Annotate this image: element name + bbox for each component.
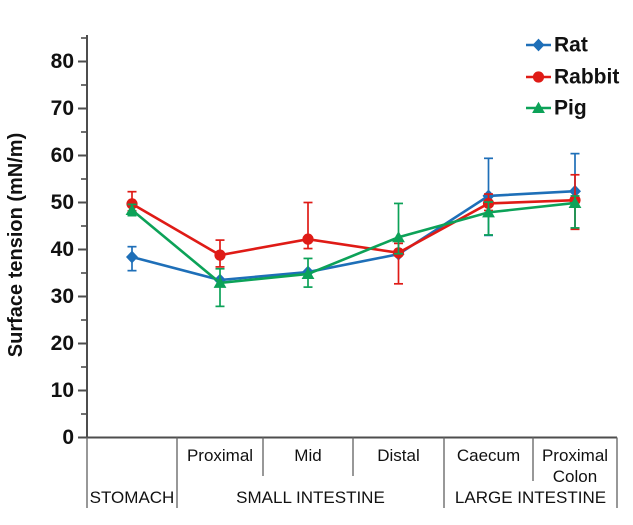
x-axis-region-label: Colon (553, 467, 597, 486)
y-axis: 0 10 20 30 40 50 60 70 80 Surface tension (mN/m) (5, 35, 88, 449)
data-point-marker (532, 38, 545, 52)
x-axis-region-label: Distal (377, 446, 420, 465)
data-point-marker (532, 71, 545, 83)
data-point-marker (301, 267, 315, 279)
series-line (131, 201, 576, 285)
data-point-marker (214, 249, 226, 261)
legend-label: Rat (554, 34, 588, 57)
legend-label: Pig (554, 97, 587, 120)
y-axis-title: Surface tension (mN/m) (5, 133, 27, 357)
data-point-marker (125, 203, 139, 216)
x-axis-region-label: Caecum (457, 446, 520, 465)
x-axis-region-label: Proximal (187, 446, 253, 465)
y-axis-tick-label: 80 (51, 50, 74, 73)
x-axis-organ-label: STOMACH (90, 488, 175, 507)
series-rabbit (126, 173, 581, 285)
data-point-marker (392, 231, 405, 243)
x-axis-organ-label: LARGE INTESTINE (455, 488, 606, 507)
y-axis-tick-label: 40 (51, 238, 74, 261)
y-axis-tick-label: 50 (51, 191, 74, 214)
y-axis-tick-label: 10 (51, 379, 74, 402)
x-axis-region-label: Mid (294, 446, 321, 465)
legend-item-pig: Pig (526, 97, 587, 120)
series-line (131, 198, 576, 257)
y-axis-tick-label: 70 (51, 97, 74, 120)
data-point-marker (482, 206, 495, 218)
series-line (131, 189, 576, 282)
x-axis-region-label: Proximal (542, 446, 608, 465)
y-axis-tick-label: 20 (51, 332, 74, 355)
y-axis-tick-label: 30 (51, 285, 74, 308)
data-point-marker (126, 250, 138, 264)
series-rat (126, 152, 581, 287)
x-axis-table: Proximal Mid Distal Caecum Proximal Colon STOM… (86, 436, 618, 508)
legend-label: Rabbit (554, 66, 619, 89)
legend-item-rat: Rat (526, 34, 588, 57)
data-point-marker (568, 196, 582, 208)
legend: Rat Rabbit Pig (526, 34, 619, 120)
data-point-marker (302, 233, 314, 245)
y-axis-tick-label: 60 (51, 144, 74, 167)
x-axis-organ-label: SMALL INTESTINE (236, 488, 385, 507)
y-axis-tick-label: 0 (62, 426, 74, 449)
data-point-marker (532, 101, 545, 113)
data-point-marker (213, 276, 227, 288)
series-pig (125, 195, 582, 308)
legend-item-rabbit: Rabbit (526, 66, 619, 89)
